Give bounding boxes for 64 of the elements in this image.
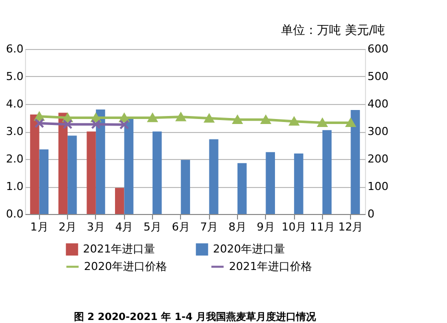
- point: [318, 118, 328, 128]
- y-tick-label: 3.0: [6, 125, 24, 138]
- y2-tick-label: 400: [368, 98, 388, 110]
- legend-label: 2020年进口价格: [84, 260, 167, 273]
- bar: [68, 136, 77, 214]
- bar: [152, 132, 162, 214]
- bar: [237, 163, 247, 214]
- point: [119, 120, 130, 130]
- point: [62, 119, 72, 130]
- point: [148, 113, 158, 122]
- x-tick-label: 10月: [282, 220, 307, 234]
- point: [34, 118, 44, 128]
- y-tick-label: 4.0: [6, 98, 24, 110]
- legend-label: 2020年进口量: [213, 242, 285, 256]
- y2-tick-label: 300: [368, 125, 388, 138]
- bar: [322, 130, 332, 214]
- bar: [124, 118, 134, 214]
- text: 单位：万吨 美元/吨: [281, 23, 385, 37]
- legend-label: 2021年进口价格: [229, 260, 312, 273]
- point: [260, 115, 271, 124]
- point: [91, 119, 101, 130]
- bar: [96, 110, 106, 214]
- point: [176, 112, 186, 122]
- x-tick-label: 11月: [310, 220, 335, 234]
- y-tick-label: 0.0: [6, 208, 24, 220]
- y-tick-label: 1.0: [6, 180, 24, 193]
- y2-tick-label: 0: [368, 208, 374, 220]
- bar: [266, 152, 275, 214]
- x-tick-label: 4月: [115, 220, 134, 234]
- point: [232, 115, 242, 124]
- x-tick-label: 2月: [58, 220, 77, 234]
- point: [289, 116, 299, 126]
- point: [204, 114, 214, 123]
- y-tick-label: 6.0: [6, 42, 24, 56]
- bar: [209, 139, 218, 214]
- bar: [115, 188, 124, 214]
- bar: [58, 112, 68, 214]
- x-tick-label: 6月: [172, 220, 190, 234]
- y2-tick-label: 500: [368, 70, 388, 83]
- point: [119, 113, 130, 122]
- caption: 图 2 2020-2021 年 1-4 月我国燕麦草月度进口情况: [74, 311, 318, 323]
- bar: [86, 132, 96, 214]
- y2-tick-label: 600: [368, 42, 388, 56]
- bar: [39, 149, 48, 214]
- x-tick-label: 7月: [200, 220, 218, 234]
- y-tick-label: 5.0: [6, 70, 24, 83]
- x-tick-label: 5月: [144, 220, 162, 234]
- point: [62, 113, 72, 122]
- x-tick-label: 1月: [30, 220, 48, 234]
- legend-label: 2021年进口量: [83, 242, 155, 256]
- y2-tick-label: 200: [368, 152, 388, 166]
- point: [91, 113, 101, 122]
- y2-tick-label: 100: [368, 180, 388, 193]
- x-tick-label: 8月: [228, 220, 246, 234]
- point: [346, 118, 356, 128]
- bar: [350, 110, 360, 214]
- x-tick-label: 9月: [256, 220, 275, 234]
- point: [34, 112, 44, 121]
- x-tick-label: 12月: [338, 220, 364, 234]
- bar: [180, 160, 190, 214]
- y-tick-label: 2.0: [6, 152, 24, 166]
- bar: [294, 154, 304, 214]
- bar: [30, 114, 40, 214]
- x-tick-label: 3月: [86, 220, 105, 234]
